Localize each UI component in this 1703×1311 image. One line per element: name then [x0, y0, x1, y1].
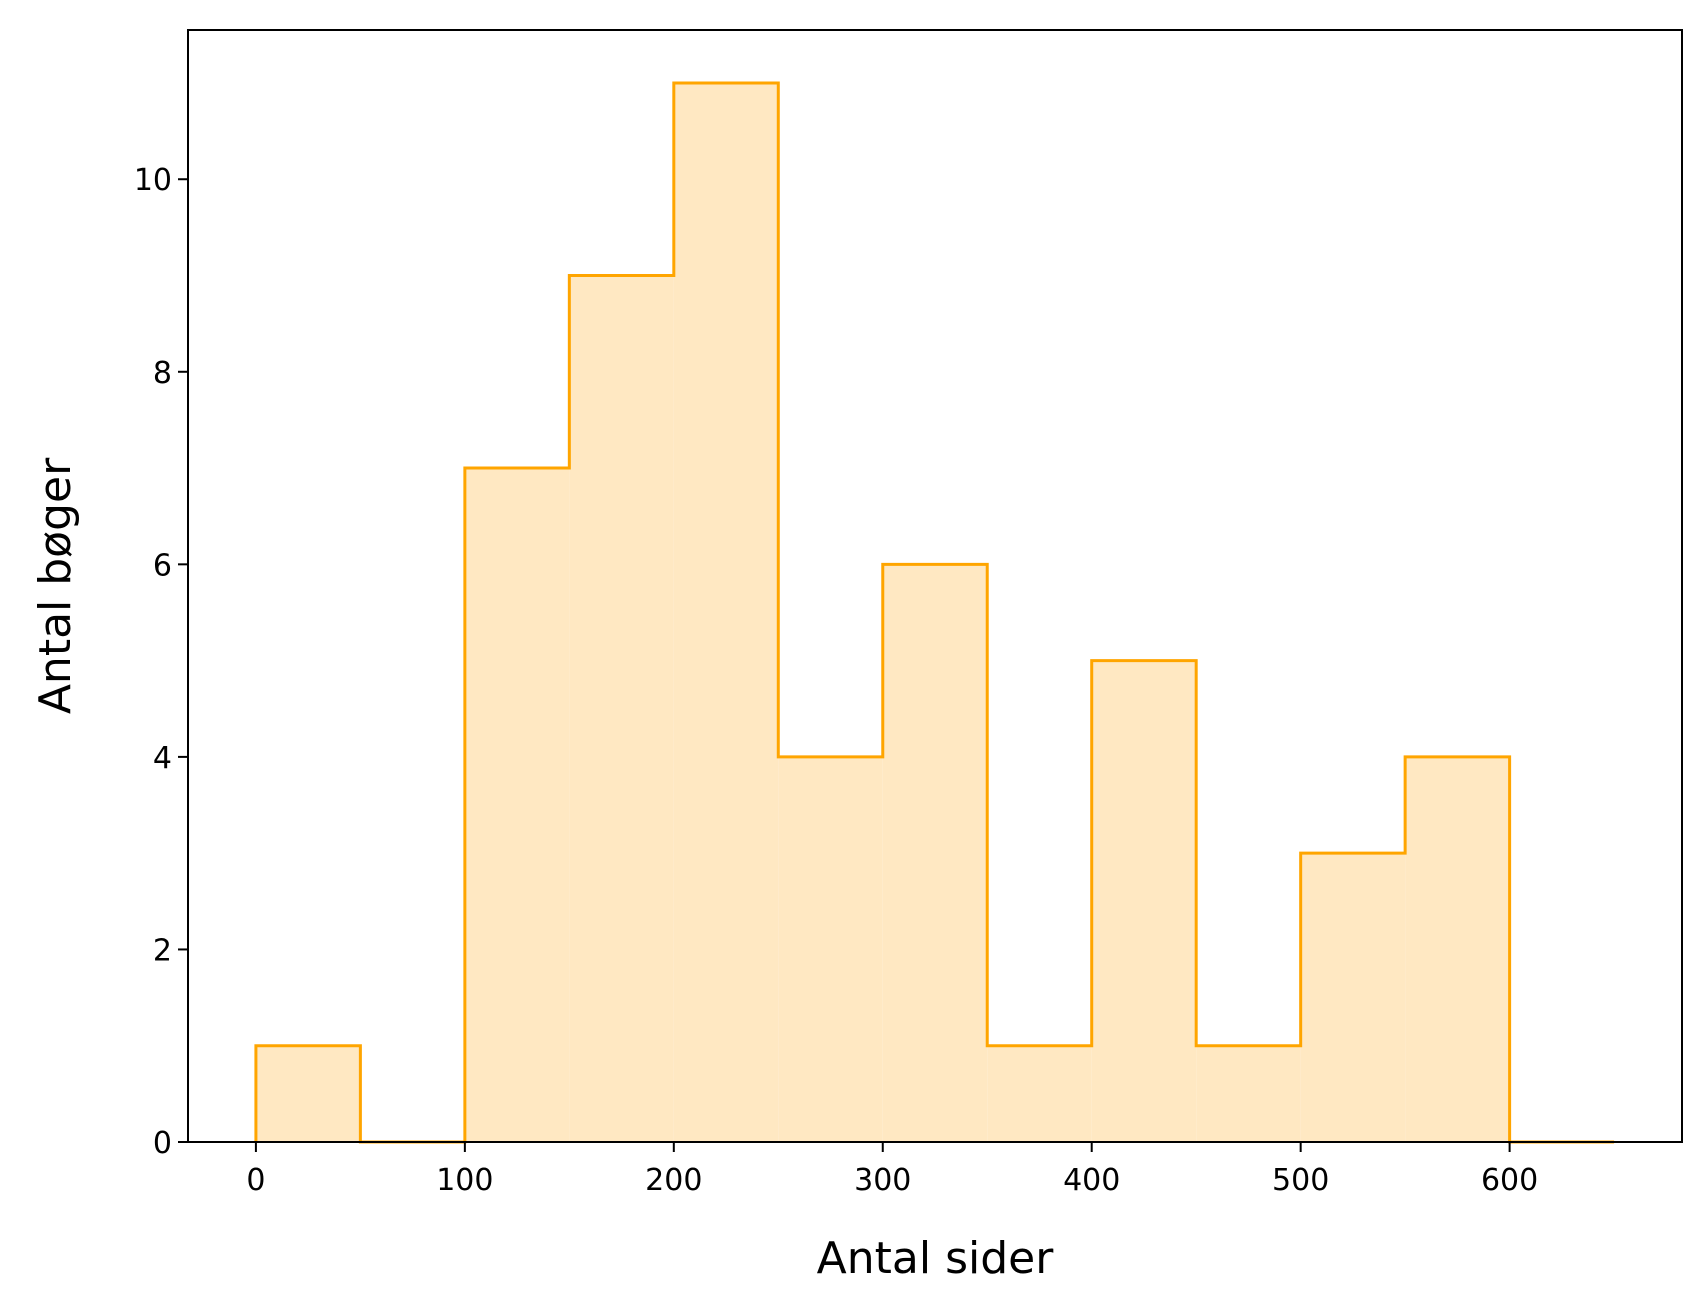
histogram-bar — [778, 756, 883, 1142]
x-tick-label: 500 — [1272, 1163, 1329, 1198]
y-tick-label: 0 — [153, 1126, 172, 1161]
x-tick-label: 400 — [1063, 1163, 1120, 1198]
y-tick-label: 8 — [153, 356, 172, 391]
histogram-outline — [254, 81, 1615, 1144]
x-tick-label: 300 — [854, 1163, 911, 1198]
histogram-bar — [569, 275, 674, 1143]
histogram-layer — [254, 81, 1615, 1144]
histogram-bar — [464, 468, 570, 1142]
histogram-bar — [255, 1045, 361, 1142]
y-tick-label: 10 — [134, 163, 172, 198]
x-tick-label: 100 — [436, 1163, 493, 1198]
histogram-bar — [1405, 756, 1510, 1142]
histogram-bar — [987, 1045, 1092, 1142]
histogram-bar — [1300, 853, 1406, 1142]
y-axis-ticks: 0 2 4 6 8 10 — [134, 163, 188, 1161]
x-tick-label: 200 — [645, 1163, 702, 1198]
y-tick-label: 2 — [153, 933, 172, 968]
x-tick-label: 0 — [246, 1163, 265, 1198]
histogram-bar — [1196, 1045, 1301, 1142]
x-axis-label: Antal sider — [817, 1233, 1055, 1284]
histogram-bar — [882, 564, 988, 1142]
y-tick-label: 6 — [153, 548, 172, 583]
plot-frame — [187, 29, 1683, 1143]
histogram-bar — [1091, 660, 1197, 1142]
x-axis-ticks: 0 100 200 300 400 500 600 — [246, 1142, 1538, 1198]
y-tick-label: 4 — [153, 741, 172, 776]
y-axis-label: Antal bøger — [30, 457, 81, 714]
histogram-bar — [673, 82, 779, 1142]
x-tick-label: 600 — [1481, 1163, 1538, 1198]
